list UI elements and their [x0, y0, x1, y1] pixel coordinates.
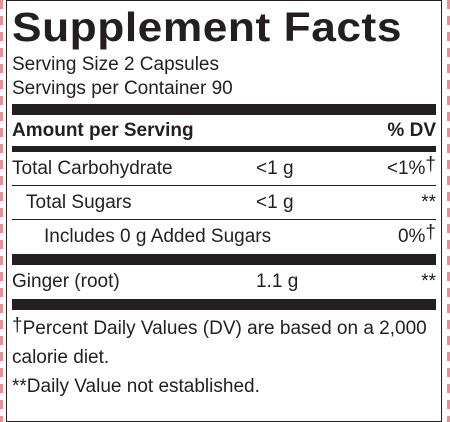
ingredient-name: Ginger (root): [12, 271, 120, 292]
panel-title: Supplement Facts: [12, 4, 403, 50]
dagger-mark: †: [12, 315, 23, 336]
left-edge-marks: [0, 0, 3, 422]
dagger-mark: †: [425, 222, 436, 243]
nutrient-row: Includes 0 g Added Sugars 0%†: [12, 220, 436, 254]
servings-per-container: Servings per Container 90: [12, 78, 233, 99]
dv-header-label: % DV: [387, 119, 436, 141]
nutrient-name: Total Sugars: [26, 191, 132, 213]
serving-size: Serving Size 2 Capsules: [12, 54, 219, 75]
nutrient-name: Total Carbohydrate: [12, 157, 173, 179]
thick-divider: [12, 254, 436, 265]
nutrient-row: Total Carbohydrate <1 g <1%†: [12, 152, 436, 186]
nutrient-dv-value: 0%: [397, 226, 426, 247]
nutrient-amount: <1 g: [256, 191, 294, 213]
nutrient-dv: <1%†: [366, 155, 436, 180]
nutrient-dv: **: [421, 191, 436, 213]
nutrient-name: Includes 0 g Added Sugars: [44, 226, 272, 247]
amount-header-row: Amount per Serving % DV: [12, 115, 436, 147]
ingredient-dv: **: [421, 271, 436, 292]
nutrient-dv: 0%†: [372, 223, 436, 248]
dagger-footnote-text: Percent Daily Values (DV) are based on a…: [12, 318, 427, 368]
thick-divider: [12, 299, 436, 310]
dagger-footnote: †Percent Daily Values (DV) are based on …: [12, 314, 436, 372]
medium-divider: [12, 146, 436, 152]
ingredient-row: Ginger (root) 1.1 g **: [12, 265, 436, 299]
dagger-mark: †: [425, 153, 436, 175]
nutrient-row: Total Sugars <1 g **: [12, 186, 436, 220]
right-edge-marks: [447, 0, 450, 422]
nutrient-amount: <1 g: [256, 157, 294, 179]
ingredient-amount: 1.1 g: [256, 271, 299, 292]
footnotes: †Percent Daily Values (DV) are based on …: [12, 314, 436, 401]
thick-divider: [12, 104, 436, 115]
amount-per-serving-label: Amount per Serving: [12, 119, 194, 141]
nutrient-dv-value: <1%: [386, 157, 426, 179]
double-star-footnote: **Daily Value not established.: [12, 376, 260, 397]
supplement-facts-panel: Supplement Facts Serving Size 2 Capsules…: [6, 0, 442, 422]
